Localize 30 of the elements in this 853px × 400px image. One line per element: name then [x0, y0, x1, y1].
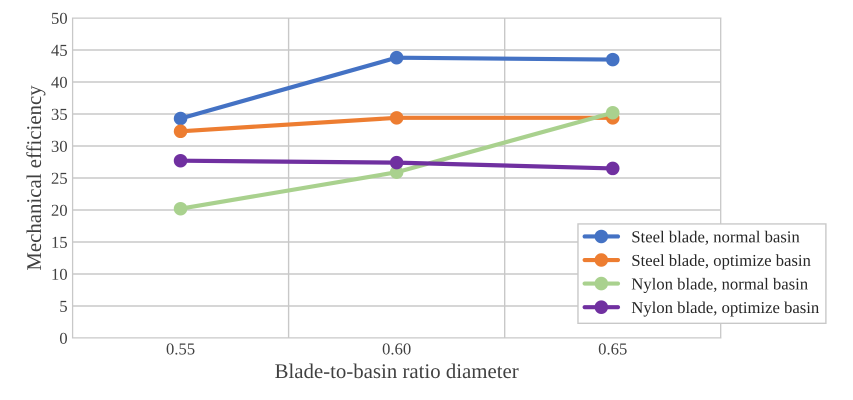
- y-tick-label: 20: [52, 204, 68, 216]
- legend-label: Steel blade, normal basin: [632, 230, 800, 245]
- point: [390, 111, 404, 125]
- legend-label: Nylon blade, optimize basin: [632, 301, 819, 317]
- x-axis-title: Blade-to-basin ratio diameter: [275, 364, 519, 378]
- point: [606, 162, 620, 176]
- point: [390, 156, 404, 170]
- point: [174, 112, 188, 126]
- y-axis-title: Mechanical efficiency: [26, 85, 46, 270]
- legend-label: Nylon blade, normal basin: [632, 278, 808, 294]
- y-tick-label: 25: [52, 172, 67, 184]
- y-tick-label: 50: [52, 12, 68, 24]
- y-tick-label: 30: [52, 140, 68, 152]
- x-tick-label: 0.60: [382, 343, 411, 355]
- y-tick-label: 0: [60, 332, 68, 344]
- y-tick-label: 35: [52, 108, 67, 120]
- point: [174, 202, 188, 216]
- y-tick-label: 15: [52, 236, 67, 248]
- point: [174, 154, 188, 168]
- y-tick-label: 45: [51, 44, 67, 56]
- y-tick-label: 10: [52, 268, 68, 280]
- legend-label: Steel blade, optimize basin: [632, 254, 811, 270]
- x-tick-label: 0.65: [598, 343, 627, 355]
- point: [606, 106, 620, 120]
- point: [606, 52, 620, 66]
- x-tick-label: 0.55: [166, 343, 194, 355]
- y-tick-label: 40: [51, 76, 68, 88]
- point: [390, 50, 404, 64]
- y-tick-label: 5: [60, 300, 67, 312]
- point: [174, 124, 188, 138]
